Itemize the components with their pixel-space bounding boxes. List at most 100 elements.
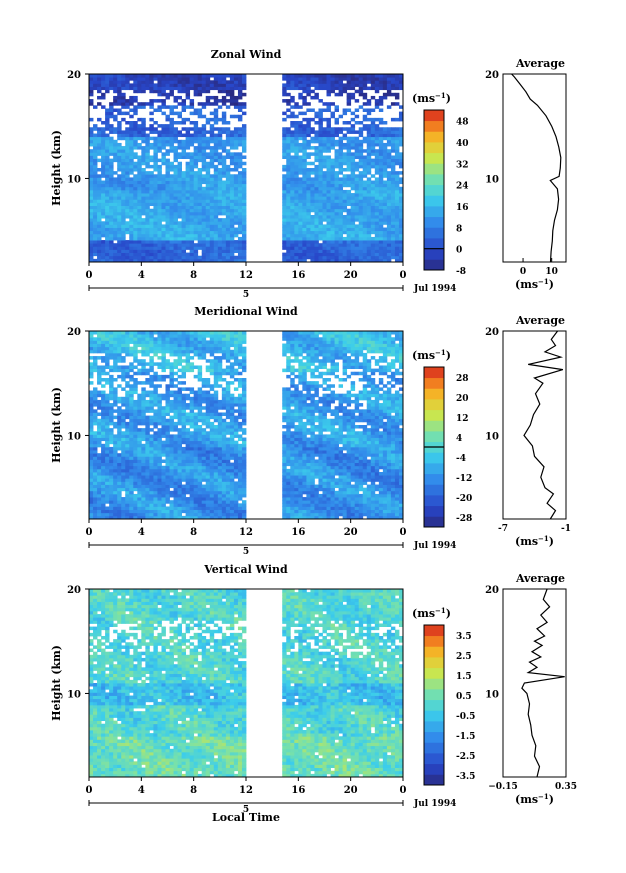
heatmap-cell bbox=[165, 139, 170, 144]
heatmap-cell bbox=[322, 484, 327, 489]
heatmap-cell bbox=[318, 158, 323, 163]
heatmap-cell bbox=[201, 124, 207, 128]
heatmap-cell bbox=[209, 130, 215, 134]
heatmap-cell bbox=[197, 108, 203, 112]
heatmap-cell bbox=[173, 509, 178, 514]
heatmap-cell bbox=[241, 487, 247, 492]
heatmap-cell bbox=[221, 77, 227, 81]
heatmap-cell bbox=[109, 493, 114, 498]
heatmap-cell bbox=[173, 246, 178, 250]
heatmap-cell bbox=[145, 506, 150, 510]
heatmap-cell bbox=[366, 236, 372, 241]
heatmap-cell bbox=[213, 149, 219, 153]
heatmap-cell bbox=[229, 481, 235, 485]
heatmap-cell bbox=[294, 493, 299, 498]
heatmap-cell bbox=[113, 127, 118, 131]
heatmap-cell bbox=[121, 202, 126, 206]
heatmap-cell bbox=[169, 450, 174, 454]
heatmap-cell bbox=[322, 258, 327, 263]
heatmap-cell bbox=[386, 152, 392, 156]
heatmap-cell bbox=[193, 208, 199, 213]
heatmap-cell bbox=[181, 177, 187, 181]
heatmap-cell bbox=[378, 136, 384, 141]
heatmap-cell bbox=[318, 515, 323, 520]
heatmap-cell bbox=[169, 139, 174, 144]
heatmap-cell bbox=[89, 249, 94, 253]
heatmap-cell bbox=[298, 258, 303, 263]
heatmap-cell bbox=[173, 83, 178, 87]
heatmap-cell bbox=[378, 255, 384, 260]
heatmap-cell bbox=[109, 102, 114, 106]
heatmap-cell bbox=[145, 500, 150, 504]
heatmap-cell bbox=[117, 196, 122, 200]
heatmap-cell bbox=[322, 500, 327, 504]
heatmap-cell bbox=[165, 249, 170, 253]
heatmap-cell bbox=[314, 158, 319, 163]
heatmap-cell bbox=[390, 177, 396, 181]
heatmap-cell bbox=[113, 208, 118, 213]
heatmap-cell bbox=[161, 497, 166, 501]
heatmap-cell bbox=[366, 152, 372, 156]
heatmap-cell bbox=[354, 196, 360, 200]
heatmap-cell bbox=[374, 215, 380, 219]
heatmap-cell bbox=[137, 233, 142, 238]
heatmap-cell bbox=[294, 472, 299, 476]
heatmap-cell bbox=[145, 180, 150, 185]
heatmap-cell bbox=[370, 124, 376, 128]
heatmap-cell bbox=[133, 459, 138, 463]
heatmap-cell bbox=[125, 77, 130, 81]
heatmap-cell bbox=[145, 183, 150, 188]
heatmap-cell bbox=[374, 127, 380, 131]
heatmap-cell bbox=[350, 490, 356, 495]
heatmap-cell bbox=[370, 117, 376, 122]
heatmap-cell bbox=[282, 509, 287, 514]
heatmap-cell bbox=[117, 468, 122, 473]
heatmap-cell bbox=[217, 142, 223, 147]
heatmap-cell bbox=[197, 174, 203, 178]
heatmap-cell bbox=[193, 92, 199, 97]
heatmap-cell bbox=[366, 506, 372, 510]
heatmap-cell bbox=[101, 174, 106, 178]
heatmap-cell bbox=[161, 77, 166, 81]
heatmap-cell bbox=[105, 493, 110, 498]
heatmap-cell bbox=[330, 208, 335, 213]
heatmap-cell bbox=[346, 249, 352, 253]
heatmap-cell bbox=[117, 230, 122, 235]
heatmap-cell bbox=[298, 86, 303, 91]
heatmap-cell bbox=[310, 484, 315, 489]
heatmap-cell bbox=[137, 500, 142, 504]
heatmap-cell bbox=[370, 133, 376, 138]
heatmap-cell bbox=[105, 211, 110, 216]
heatmap-cell bbox=[398, 503, 404, 507]
heatmap-cell bbox=[89, 227, 94, 232]
heatmap-cell bbox=[157, 193, 162, 197]
heatmap-cell bbox=[185, 224, 191, 228]
heatmap-cell bbox=[382, 236, 388, 241]
heatmap-cell bbox=[362, 180, 368, 185]
heatmap-cell bbox=[374, 155, 380, 159]
heatmap-cell bbox=[205, 490, 211, 495]
heatmap-cell bbox=[354, 130, 360, 134]
heatmap-cell bbox=[326, 258, 331, 263]
heatmap-cell bbox=[298, 208, 303, 213]
heatmap-cell bbox=[165, 127, 170, 131]
heatmap-cell bbox=[169, 199, 174, 203]
heatmap-cell bbox=[382, 155, 388, 159]
heatmap-cell bbox=[286, 171, 291, 175]
heatmap-cell bbox=[217, 493, 223, 498]
heatmap-cell bbox=[201, 246, 207, 250]
heatmap-cell bbox=[145, 484, 150, 489]
heatmap-cell bbox=[213, 503, 219, 507]
heatmap-cell bbox=[185, 155, 191, 159]
heatmap-cell bbox=[306, 155, 311, 159]
heatmap-cell bbox=[282, 149, 287, 153]
heatmap-cell bbox=[298, 83, 303, 87]
heatmap-cell bbox=[338, 142, 344, 147]
heatmap-cell bbox=[97, 462, 102, 467]
heatmap-cell bbox=[330, 86, 335, 91]
heatmap-cell bbox=[145, 468, 150, 473]
heatmap-cell bbox=[306, 205, 311, 210]
heatmap-cell bbox=[298, 74, 303, 78]
heatmap-cell bbox=[189, 139, 195, 144]
heatmap-cell bbox=[181, 121, 187, 125]
